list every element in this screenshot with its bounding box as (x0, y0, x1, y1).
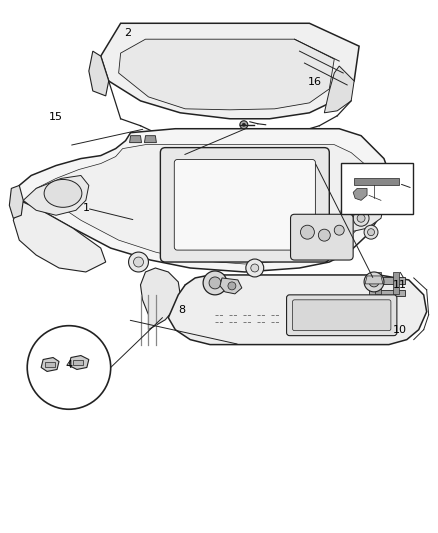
Polygon shape (375, 272, 381, 294)
Text: 2: 2 (124, 28, 131, 38)
Polygon shape (220, 278, 242, 294)
Polygon shape (69, 356, 89, 369)
Polygon shape (13, 200, 106, 272)
Polygon shape (41, 358, 59, 372)
Polygon shape (339, 185, 384, 232)
FancyBboxPatch shape (290, 214, 353, 260)
Circle shape (251, 264, 259, 272)
Polygon shape (130, 136, 141, 143)
Polygon shape (354, 179, 399, 185)
FancyBboxPatch shape (174, 159, 315, 250)
Text: 1: 1 (83, 203, 90, 213)
Polygon shape (365, 276, 383, 284)
Circle shape (334, 225, 344, 235)
Polygon shape (369, 277, 405, 284)
Circle shape (27, 326, 111, 409)
Polygon shape (23, 175, 89, 215)
Polygon shape (9, 185, 23, 218)
Circle shape (318, 229, 330, 241)
Text: 11: 11 (392, 280, 406, 290)
Text: 10: 10 (392, 325, 406, 335)
Polygon shape (89, 51, 109, 96)
Polygon shape (393, 272, 399, 294)
Circle shape (364, 272, 384, 292)
Polygon shape (101, 23, 359, 119)
Polygon shape (119, 39, 334, 110)
Polygon shape (45, 361, 55, 367)
Circle shape (300, 225, 314, 239)
Polygon shape (369, 290, 405, 296)
Polygon shape (324, 66, 354, 113)
Circle shape (369, 277, 379, 287)
Polygon shape (73, 360, 83, 366)
Circle shape (129, 252, 148, 272)
Circle shape (203, 271, 227, 295)
FancyBboxPatch shape (160, 148, 329, 262)
Text: 8: 8 (178, 305, 186, 315)
Bar (341, 163, 413, 214)
Text: 4: 4 (65, 360, 72, 369)
Circle shape (357, 214, 365, 222)
Text: 15: 15 (49, 112, 63, 122)
Circle shape (367, 229, 374, 236)
Circle shape (364, 225, 378, 239)
Circle shape (242, 123, 245, 126)
Circle shape (240, 121, 248, 129)
FancyBboxPatch shape (286, 295, 397, 336)
FancyBboxPatch shape (293, 300, 391, 330)
Circle shape (134, 257, 144, 267)
Polygon shape (145, 136, 156, 143)
Polygon shape (16, 129, 391, 272)
Circle shape (209, 277, 221, 289)
Ellipse shape (44, 180, 82, 207)
Text: 16: 16 (308, 77, 322, 87)
Polygon shape (168, 275, 427, 345)
Polygon shape (141, 268, 180, 330)
Polygon shape (34, 144, 375, 264)
Circle shape (228, 282, 236, 290)
Polygon shape (353, 188, 367, 200)
Circle shape (353, 211, 369, 226)
Circle shape (246, 259, 264, 277)
